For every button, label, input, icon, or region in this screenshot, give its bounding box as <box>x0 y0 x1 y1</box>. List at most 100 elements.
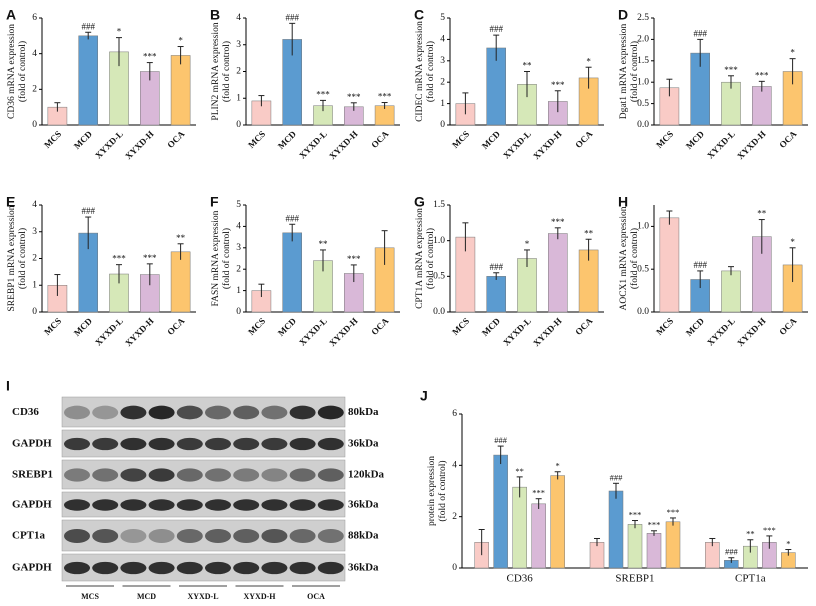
y-tick-label: 3 <box>236 243 241 253</box>
x-tick-label: MCD <box>276 128 299 151</box>
significance: *** <box>755 70 769 80</box>
significance: ### <box>285 213 299 223</box>
significance: *** <box>763 525 776 535</box>
x-tick-label: MCS <box>450 316 471 337</box>
bar <box>721 270 741 313</box>
blot-band <box>176 528 203 544</box>
blot-band <box>317 468 344 482</box>
lane-label: XYXD-L <box>187 592 218 601</box>
blot-band <box>64 468 90 482</box>
blot-band <box>176 405 203 420</box>
x-tick-label: XYXD-H <box>123 316 156 349</box>
y-axis-label: CPT1A mRNA expression <box>415 208 425 309</box>
significance: ### <box>494 435 508 445</box>
significance: *** <box>532 488 545 498</box>
significance: * <box>556 461 560 471</box>
y-tick-label: 0.5 <box>637 99 649 109</box>
panel-letter: G <box>414 194 425 210</box>
y-tick-label: 2 <box>236 264 241 274</box>
significance: * <box>525 239 530 249</box>
blot-band <box>64 528 90 544</box>
x-tick-label: XYXD-H <box>531 316 564 349</box>
x-tick-label: XYXD-H <box>123 129 156 162</box>
bar <box>282 232 302 313</box>
y-axis-label: PLIN2 mRNA expression <box>211 22 221 120</box>
blot-band <box>317 561 344 575</box>
y-axis-label: (fold of control) <box>437 460 448 521</box>
y-tick-label: 3 <box>236 40 241 50</box>
y-tick-label: 2 <box>32 254 37 264</box>
blot-protein-label: GAPDH <box>12 562 52 574</box>
blot-band <box>64 437 90 451</box>
y-axis-label: (fold of control) <box>425 41 436 102</box>
blot-band <box>148 561 175 575</box>
x-tick-label: OCA <box>573 315 595 337</box>
y-axis-label: (fold of control) <box>17 41 28 102</box>
significance: *** <box>143 253 157 263</box>
panel-letter: E <box>6 194 15 210</box>
significance: * <box>786 538 790 548</box>
blot-band <box>289 561 316 575</box>
blot-band <box>64 561 90 575</box>
significance: ### <box>489 262 503 272</box>
y-axis-label: FASN mRNA expression <box>211 210 221 306</box>
y-axis-label: (fold of control) <box>221 228 232 289</box>
blot-band <box>120 437 147 451</box>
x-tick-label: XYXD-L <box>93 129 125 161</box>
significance: ### <box>725 547 739 557</box>
y-tick-label: 2 <box>440 77 445 87</box>
x-tick-label: MCS <box>654 129 675 150</box>
significance: * <box>790 48 795 58</box>
bar <box>170 251 191 313</box>
y-axis-label: (fold of control) <box>629 228 640 289</box>
x-tick-label: MCS <box>654 316 675 337</box>
bar <box>170 55 191 126</box>
y-tick-label: 0.0 <box>637 120 649 130</box>
y-tick-label: 0 <box>452 563 457 573</box>
blot-band <box>317 405 344 420</box>
panel-letter: D <box>618 7 628 23</box>
y-tick-label: 2 <box>236 67 241 77</box>
y-tick-label: 1 <box>32 280 37 290</box>
y-tick-label: 0 <box>32 120 37 130</box>
blot-band <box>92 499 119 511</box>
blot-band <box>148 528 175 544</box>
significance: ### <box>81 21 95 31</box>
blot-band <box>148 468 175 482</box>
y-axis-label: (fold of control) <box>629 41 640 102</box>
blot-protein-label: CD36 <box>12 406 39 418</box>
y-axis-label: Dgat1 mRNA expression <box>619 23 629 119</box>
x-tick-label: MCD <box>480 128 503 151</box>
bar <box>608 490 624 569</box>
bar <box>627 524 643 569</box>
y-tick-label: 0.5 <box>433 272 445 282</box>
blot-band <box>176 561 203 575</box>
significance: *** <box>648 520 661 530</box>
y-tick-label: 3 <box>32 227 37 237</box>
x-tick-label: MCS <box>42 129 63 150</box>
blot-band <box>233 405 260 420</box>
significance: *** <box>143 52 157 62</box>
y-tick-label: 1.5 <box>637 56 649 66</box>
lane-label: OCA <box>307 592 325 601</box>
significance: *** <box>667 507 680 517</box>
y-tick-label: 1.0 <box>433 236 445 246</box>
blot-band <box>176 468 203 482</box>
blot-band <box>289 528 316 544</box>
y-tick-label: 0.5 <box>637 264 649 274</box>
y-tick-label: 0 <box>440 120 445 130</box>
blot-band <box>148 437 175 451</box>
blot-band <box>289 499 316 511</box>
blot-band <box>233 468 260 482</box>
blot-band <box>317 528 344 544</box>
y-tick-label: 4 <box>236 13 241 23</box>
blot-size-label: 120kDa <box>348 469 385 481</box>
bar <box>550 475 565 569</box>
x-tick-label: MCD <box>72 315 95 338</box>
x-tick-label: CD36 <box>507 573 534 585</box>
y-tick-label: 0.0 <box>637 307 649 317</box>
y-tick-label: 1.5 <box>433 200 445 210</box>
y-tick-label: 4 <box>32 49 37 59</box>
x-tick-label: MCD <box>684 128 707 151</box>
